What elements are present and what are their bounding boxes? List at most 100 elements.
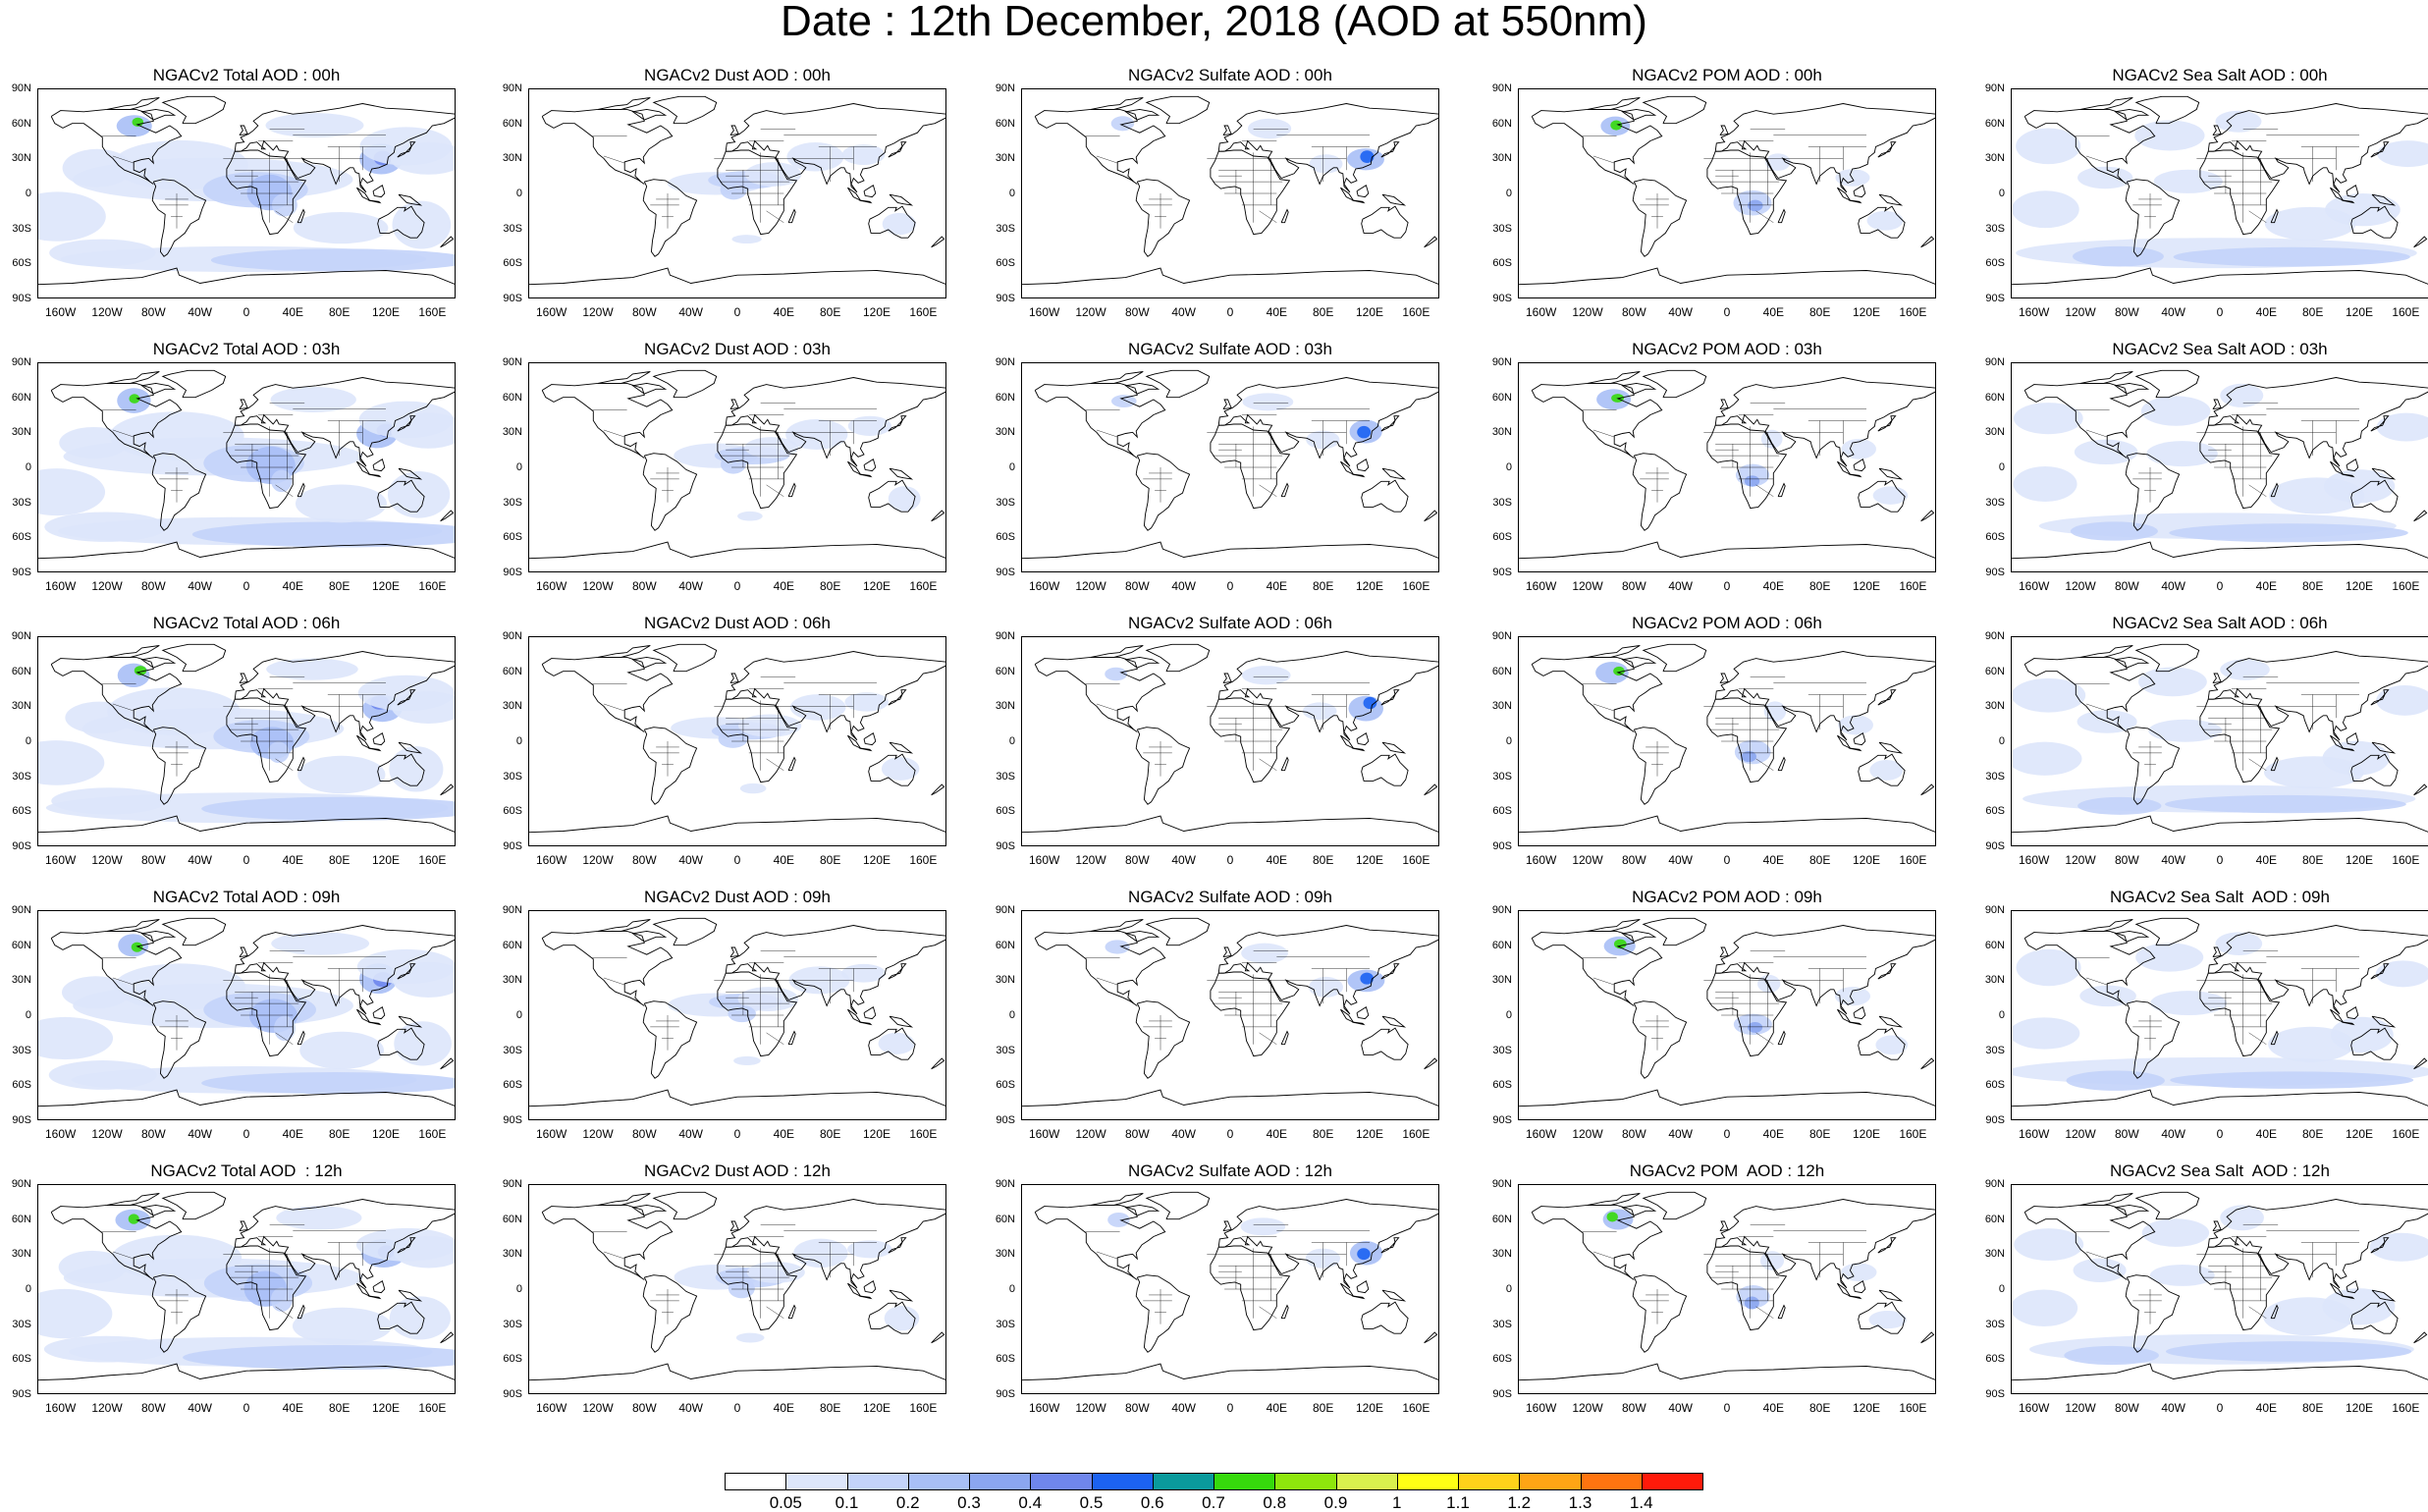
lon-tick-label: 80W [1124, 305, 1150, 319]
lon-tick-label: 80W [1621, 579, 1646, 593]
lon-tick-label: 120W [1572, 579, 1603, 593]
coastline [1587, 97, 1641, 110]
lon-tick-label: 120W [1075, 1127, 1106, 1141]
lon-tick-label: 160W [1525, 853, 1557, 867]
coastline [2413, 1057, 2428, 1070]
lat-tick-label: 30S [1492, 1318, 1512, 1330]
lat-tick-label: 60S [1985, 805, 2005, 818]
aod-shading [270, 1287, 293, 1312]
lon-tick-label: 80E [1808, 1401, 1831, 1415]
lon-tick-label: 0 [1226, 853, 1234, 867]
lat-tick-label: 0 [1998, 188, 2005, 199]
lon-tick-label: 120W [2065, 853, 2096, 867]
lon-tick-label: 120W [1572, 1127, 1603, 1141]
lat-tick-label: 0 [25, 461, 31, 473]
lat-tick-label: 60S [996, 805, 1015, 818]
lon-tick-label: 40E [1266, 579, 1287, 593]
lon-tick-label: 80W [1124, 1401, 1150, 1415]
lat-tick-label: 30N [11, 1248, 31, 1261]
coastline [2342, 473, 2355, 478]
world-map [1518, 910, 1936, 1120]
panel-title: NGACv2 POM AOD : 00h [1632, 66, 1822, 84]
coastline [1034, 108, 1166, 185]
coastline [2370, 689, 2390, 706]
coastline [1642, 95, 1707, 125]
coastline [1021, 1089, 1439, 1107]
coastline [2270, 208, 2279, 224]
coastline [297, 208, 305, 224]
lat-tick-label: 90S [996, 1388, 1015, 1400]
coastline [931, 236, 945, 248]
lat-tick-label: 90S [1985, 1388, 2005, 1400]
coastline [1719, 673, 1729, 684]
lon-tick-label: 160E [1899, 1401, 1927, 1415]
lon-tick-label: 40E [1762, 305, 1784, 319]
colorbar-label: 0.6 [1140, 1493, 1164, 1512]
lat-tick-label: 30N [11, 152, 31, 165]
coastline [1380, 1237, 1400, 1254]
coastline [1210, 697, 1291, 783]
coastline [50, 382, 183, 459]
lon-tick-label: 40E [1762, 853, 1784, 867]
coastline [368, 199, 382, 204]
aod-shading [1363, 696, 1377, 710]
coastline [372, 185, 386, 198]
lat-tick-label: 60N [1491, 1213, 1512, 1225]
colorbar-swatch [1396, 1473, 1459, 1490]
lon-tick-label: 80W [2114, 305, 2139, 319]
lat-tick-label: 60S [996, 257, 1015, 270]
lat-tick-label: 60N [995, 939, 1015, 951]
coastline [1849, 1021, 1862, 1026]
coastline [440, 510, 455, 522]
aod-shading [2269, 477, 2365, 514]
panel-title: NGACv2 Total AOD : 03h [152, 340, 341, 358]
lat-tick-label: 90S [1492, 840, 1512, 852]
lat-tick-label: 60N [1491, 939, 1512, 951]
colorbar-swatch [1519, 1473, 1582, 1490]
aod-shading [1360, 972, 1375, 985]
lon-tick-label: 120E [1355, 579, 1384, 593]
lon-tick-label: 120E [2345, 579, 2374, 593]
lat-tick-label: 30N [995, 974, 1015, 987]
lon-tick-label: 120E [862, 305, 891, 319]
aod-shading [2064, 1345, 2159, 1366]
lon-tick-label: 0 [2216, 1127, 2224, 1141]
lon-tick-label: 160W [535, 305, 567, 319]
lon-tick-label: 0 [243, 305, 250, 319]
aod-shading [2016, 948, 2081, 987]
coastline [1217, 103, 1439, 193]
coastline [1145, 369, 1211, 399]
lat-tick-label: 60S [503, 1079, 522, 1092]
lat-tick-label: 60S [1985, 257, 2005, 270]
lon-tick-label: 160W [2018, 1127, 2050, 1141]
coastline [2125, 727, 2181, 805]
coastline [297, 1030, 305, 1046]
lon-tick-label: 40W [1171, 305, 1196, 319]
coastline [37, 1363, 456, 1381]
coastline [1021, 267, 1439, 286]
lat-tick-label: 0 [25, 1009, 31, 1021]
lon-tick-label: 40W [1171, 579, 1196, 593]
lat-tick-label: 90S [1492, 567, 1512, 578]
aod-shading [2011, 741, 2082, 776]
aod-shading [1242, 393, 1294, 411]
lon-tick-label: 160W [44, 853, 77, 867]
aod-shading [1247, 118, 1292, 139]
colorbar-label: 0.3 [957, 1493, 981, 1512]
coastline [161, 95, 227, 125]
coastline [863, 185, 877, 198]
country-border [766, 1032, 784, 1045]
lat-tick-label: 60S [12, 531, 31, 544]
coastline [1217, 1199, 1439, 1289]
coastline [50, 1204, 183, 1280]
lon-tick-label: 160W [1525, 579, 1557, 593]
panel-title: NGACv2 Dust AOD : 06h [644, 614, 831, 632]
aod-shading [131, 942, 143, 952]
world-map [1021, 88, 1439, 298]
aod-shading [2077, 796, 2162, 815]
coastline [2079, 1193, 2133, 1206]
lat-tick-label: 0 [1505, 1009, 1512, 1021]
aod-shading [2140, 396, 2211, 426]
lat-tick-label: 30N [1984, 152, 2005, 165]
coastline [1719, 399, 1729, 410]
